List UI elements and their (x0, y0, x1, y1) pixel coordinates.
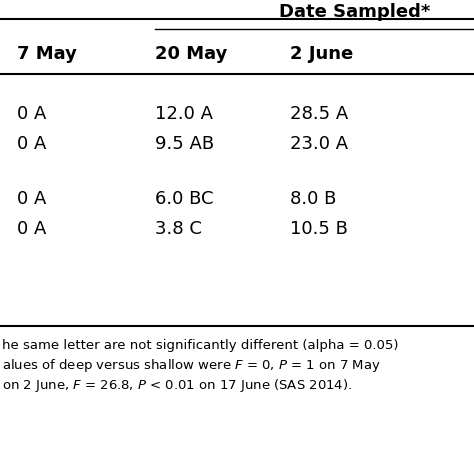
Text: 23.0 A: 23.0 A (290, 135, 348, 153)
Text: 8.0 B: 8.0 B (290, 190, 337, 208)
Text: on 2 June, $F$ = 26.8, $P$ < 0.01 on 17 June (SAS 2014).: on 2 June, $F$ = 26.8, $P$ < 0.01 on 17 … (2, 377, 352, 394)
Text: 0 A: 0 A (17, 105, 46, 123)
Text: Date Sampled*: Date Sampled* (279, 3, 431, 21)
Text: 6.0 BC: 6.0 BC (155, 190, 213, 208)
Text: 0 A: 0 A (17, 190, 46, 208)
Text: 20 May: 20 May (155, 45, 228, 63)
Text: 10.5 B: 10.5 B (290, 220, 348, 238)
Text: 3.8 C: 3.8 C (155, 220, 202, 238)
Text: 0 A: 0 A (17, 135, 46, 153)
Text: alues of deep versus shallow were $F$ = 0, $P$ = 1 on 7 May: alues of deep versus shallow were $F$ = … (2, 357, 381, 374)
Text: 0 A: 0 A (17, 220, 46, 238)
Text: 9.5 AB: 9.5 AB (155, 135, 214, 153)
Text: he same letter are not significantly different (alpha = 0.05): he same letter are not significantly dif… (2, 339, 399, 353)
Text: 28.5 A: 28.5 A (290, 105, 348, 123)
Text: 12.0 A: 12.0 A (155, 105, 213, 123)
Text: 7 May: 7 May (17, 45, 77, 63)
Text: 2 June: 2 June (290, 45, 353, 63)
